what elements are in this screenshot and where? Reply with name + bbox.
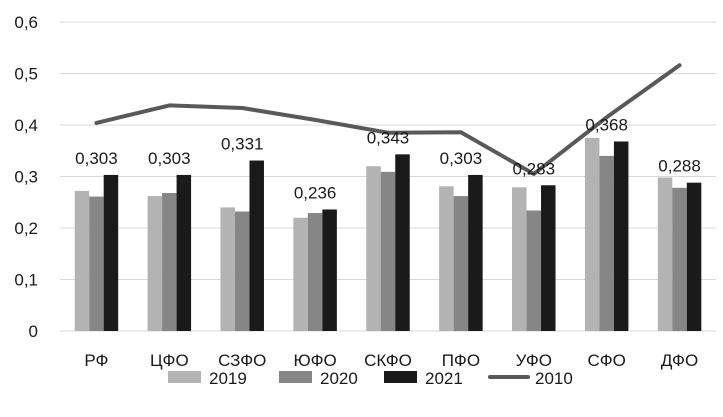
bar-2020-8 — [599, 155, 614, 331]
bar-2021-1 — [103, 174, 119, 331]
x-category-label: СФО — [587, 351, 625, 370]
bar-2019-7 — [512, 187, 527, 331]
x-category-label: СЗФО — [218, 351, 266, 370]
y-tick-label: 0,4 — [14, 116, 38, 135]
bar-2019-5 — [366, 166, 381, 331]
x-category-label: РФ — [84, 351, 108, 370]
bar-2020-5 — [380, 171, 396, 331]
legend-swatch-2020 — [279, 371, 312, 383]
legend-label: 2019 — [209, 369, 247, 388]
y-axis-ticks: 0 0,1 0,2 0,3 0,4 0,5 0,6 — [14, 13, 38, 341]
x-axis-categories: РФ ЦФО СЗФО ЮФО СКФО ПФО УФО СФО ДФО — [84, 351, 698, 370]
bar-2021-2 — [176, 174, 192, 331]
x-category-label: ЦФО — [150, 351, 189, 370]
data-label: 0,303 — [440, 149, 483, 168]
data-labels: 0,303 0,303 0,331 0,236 0,343 0,303 0,283 0,368… — [75, 115, 701, 202]
bar-2019-4 — [293, 217, 308, 331]
bar-2019-6 — [439, 186, 454, 331]
data-label: 0,331 — [221, 135, 264, 154]
data-label: 0,288 — [658, 157, 701, 176]
bar-2020-3 — [234, 211, 250, 331]
legend: 2019 2020 2021 2010 — [168, 369, 573, 388]
data-label: 0,343 — [367, 128, 410, 147]
data-label: 0,283 — [513, 159, 556, 178]
legend-swatch-2019 — [168, 371, 201, 383]
x-category-label: СКФО — [364, 351, 412, 370]
bar-2019-3 — [220, 207, 235, 331]
bar-2021-8 — [613, 141, 629, 331]
y-tick-label: 0 — [29, 322, 38, 341]
line-series — [94, 63, 682, 176]
bar-2021-7 — [541, 185, 556, 331]
data-label: 0,368 — [585, 115, 628, 134]
y-tick-label: 0,2 — [14, 219, 38, 238]
bar-2021-4 — [322, 209, 337, 331]
line-series-2010 — [94, 63, 682, 176]
bar-2019-9 — [657, 177, 673, 331]
bar-2021-3 — [249, 160, 264, 331]
bar-2021-5 — [395, 154, 410, 331]
bar-2020-4 — [307, 213, 323, 331]
y-tick-label: 0,6 — [14, 13, 38, 32]
x-category-label: ЮФО — [293, 351, 336, 370]
legend-label: 2021 — [425, 369, 463, 388]
bar-2020-6 — [453, 196, 469, 331]
bar-2020-1 — [89, 196, 104, 331]
bar-2020-2 — [162, 192, 177, 331]
y-tick-label: 0,3 — [14, 168, 38, 187]
bar-2019-8 — [584, 137, 600, 331]
bars — [74, 137, 702, 331]
data-label: 0,303 — [75, 149, 118, 168]
bar-2021-9 — [686, 182, 702, 331]
data-label: 0,303 — [148, 149, 191, 168]
data-label: 0,236 — [294, 183, 337, 202]
bar-2019-2 — [147, 196, 163, 331]
bar-2020-9 — [672, 187, 687, 331]
x-category-label: ПФО — [442, 351, 480, 370]
legend-label: 2020 — [320, 369, 358, 388]
x-category-label: УФО — [516, 351, 552, 370]
bar-2020-7 — [526, 210, 542, 331]
legend-swatch-2021 — [384, 371, 417, 383]
x-category-label: ДФО — [661, 351, 698, 370]
bar-2019-1 — [74, 190, 90, 331]
y-tick-label: 0,1 — [14, 271, 38, 290]
legend-label: 2010 — [535, 369, 573, 388]
y-tick-label: 0,5 — [14, 65, 38, 84]
bar-2021-6 — [468, 174, 483, 331]
